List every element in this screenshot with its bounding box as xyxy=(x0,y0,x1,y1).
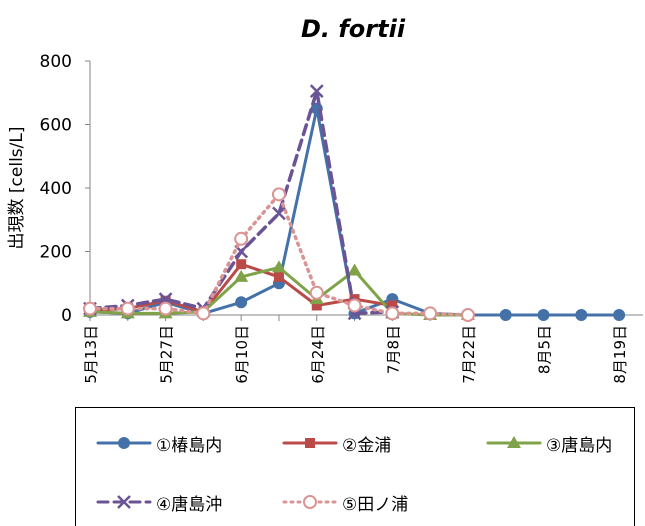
data-point xyxy=(273,271,284,282)
data-point xyxy=(385,306,400,321)
data-point xyxy=(271,260,286,273)
data-point xyxy=(118,437,130,449)
legend-label: ④唐島沖 xyxy=(156,494,223,515)
legend-swatch xyxy=(486,436,542,448)
plot-area xyxy=(83,84,626,322)
y-axis-label: 出現数 [cells/L] xyxy=(7,127,27,250)
data-point xyxy=(236,259,247,270)
data-point xyxy=(423,306,438,321)
x-tick-label: 7月8日 xyxy=(384,325,402,374)
data-point xyxy=(507,436,521,448)
legend-label: ①椿島内 xyxy=(156,435,223,456)
series-5 xyxy=(83,187,475,322)
data-point xyxy=(120,301,135,316)
data-point xyxy=(234,231,249,246)
legend-label: ②金浦 xyxy=(342,435,392,456)
series-4 xyxy=(83,84,400,321)
series-line xyxy=(88,107,621,317)
data-point xyxy=(303,495,317,509)
y-tick-label: 600 xyxy=(40,116,72,136)
y-tick-label: 200 xyxy=(40,243,72,263)
x-tick-label: 5月13日 xyxy=(82,325,100,384)
data-point xyxy=(272,206,286,221)
x-tick-label: 6月10日 xyxy=(233,325,251,384)
y-tick-label: 0 xyxy=(61,306,72,326)
data-point xyxy=(499,309,512,321)
data-point xyxy=(235,296,248,309)
legend-swatch xyxy=(282,438,338,448)
data-point xyxy=(305,438,315,448)
legend-swatch xyxy=(96,437,152,449)
data-point xyxy=(311,300,322,311)
x-tick-label: 6月24日 xyxy=(309,325,327,384)
data-point xyxy=(271,187,286,202)
x-tick-label: 8月19日 xyxy=(611,325,629,384)
y-tick-label: 400 xyxy=(40,179,72,199)
y-tick-label: 800 xyxy=(40,52,72,72)
legend-swatch xyxy=(282,495,338,509)
legend-item: ②金浦 xyxy=(282,431,392,456)
series-1 xyxy=(84,102,626,321)
axes: 0 200 400 600 800 5月13日 5月27日 6月10日 6月24日 7月8日 7月2… xyxy=(40,52,643,384)
series-3 xyxy=(83,260,475,320)
data-point xyxy=(575,309,588,321)
data-point xyxy=(83,301,97,316)
x-tick-label: 5月27日 xyxy=(158,325,176,384)
legend: ①椿島内 ②金浦 ③唐島内 ④唐島沖 ⑤田ノ浦 xyxy=(75,407,635,526)
legend-item: ③唐島内 xyxy=(486,431,613,456)
data-point xyxy=(347,298,362,313)
legend-swatch xyxy=(96,495,152,509)
x-tick-label: 7月22日 xyxy=(460,325,478,384)
data-point xyxy=(158,301,173,316)
x-tick-label: 8月5日 xyxy=(536,325,554,374)
chart-title: D. fortii xyxy=(301,15,406,43)
data-point xyxy=(347,263,362,276)
legend-item: ⑤田ノ浦 xyxy=(282,490,409,515)
legend-item: ①椿島内 xyxy=(96,431,223,456)
data-point xyxy=(537,309,550,321)
legend-label: ③唐島内 xyxy=(546,435,613,456)
data-point xyxy=(613,309,626,321)
legend-label: ⑤田ノ浦 xyxy=(342,494,409,515)
data-point xyxy=(460,308,475,322)
data-point xyxy=(309,84,324,99)
data-point xyxy=(387,300,398,311)
data-point xyxy=(196,306,211,321)
data-point xyxy=(234,269,249,282)
data-point xyxy=(117,495,131,509)
data-point xyxy=(309,285,324,300)
legend-item: ④唐島沖 xyxy=(96,490,223,515)
